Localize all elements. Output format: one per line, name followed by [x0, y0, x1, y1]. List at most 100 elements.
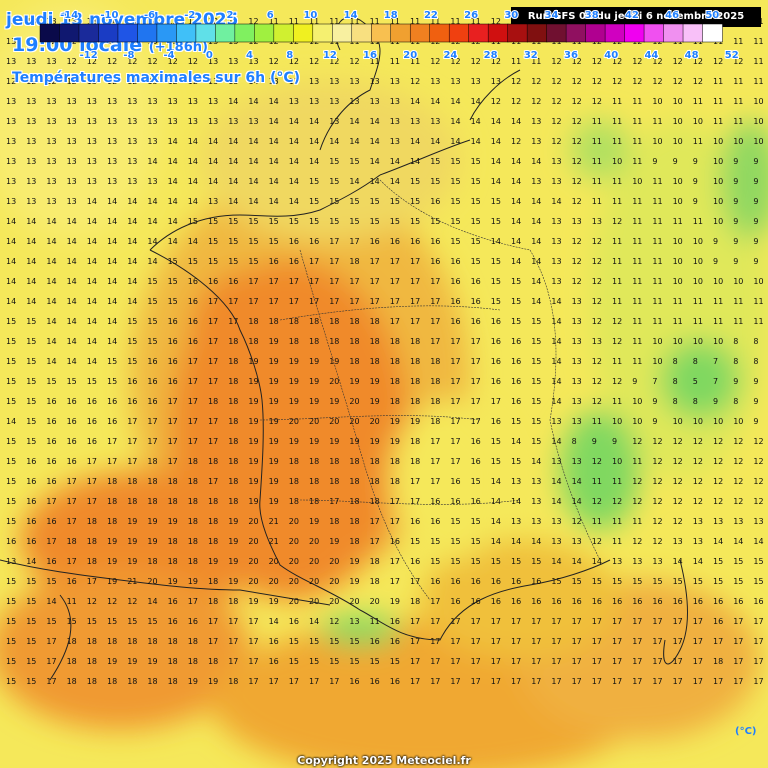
grid-value: 12 [329, 617, 339, 626]
grid-value: 15 [228, 237, 238, 246]
legend-tick-label: -12 [80, 50, 98, 61]
grid-value: 14 [67, 217, 77, 226]
grid-value: 18 [370, 317, 380, 326]
grid-value: 12 [673, 477, 683, 486]
grid-value: 11 [753, 297, 763, 306]
grid-value: 19 [370, 437, 380, 446]
legend-swatch [176, 23, 197, 43]
grid-value: 21 [269, 517, 279, 526]
grid-value: 13 [87, 137, 97, 146]
grid-value: 15 [471, 537, 481, 546]
grid-value: 19 [309, 397, 319, 406]
grid-value: 15 [491, 257, 501, 266]
grid-value: 18 [228, 417, 238, 426]
grid-value: 17 [471, 677, 481, 686]
grid-value: 15 [349, 197, 359, 206]
grid-value: 8 [572, 437, 577, 446]
grid-value: 13 [6, 157, 16, 166]
grid-value: 17 [430, 457, 440, 466]
grid-value: 18 [67, 637, 77, 646]
grid-value: 14 [67, 257, 77, 266]
grid-value: 18 [107, 637, 117, 646]
grid-value: 18 [329, 477, 339, 486]
grid-value: 14 [733, 537, 743, 546]
grid-value: 14 [107, 197, 117, 206]
grid-value: 20 [248, 557, 258, 566]
grid-value: 9 [733, 177, 738, 186]
grid-value: 14 [491, 497, 501, 506]
grid-value: 11 [632, 97, 642, 106]
legend-tick-label: 12 [323, 50, 337, 61]
grid-value: 15 [6, 577, 16, 586]
grid-value: 18 [410, 337, 420, 346]
grid-value: 19 [248, 357, 258, 366]
grid-value: 14 [168, 157, 178, 166]
grid-value: 12 [753, 497, 763, 506]
grid-value: 16 [390, 677, 400, 686]
grid-value: 15 [370, 217, 380, 226]
grid-value: 12 [652, 537, 662, 546]
grid-value: 12 [188, 57, 198, 66]
grid-value: 13 [46, 117, 56, 126]
grid-value: 13 [6, 197, 16, 206]
grid-value: 18 [349, 477, 359, 486]
grid-value: 14 [572, 497, 582, 506]
grid-value: 12 [309, 57, 319, 66]
grid-value: 15 [6, 357, 16, 366]
grid-value: 15 [511, 417, 521, 426]
grid-value: 14 [309, 137, 319, 146]
legend-swatch [448, 23, 470, 43]
grid-value: 13 [632, 557, 642, 566]
grid-value: 17 [491, 397, 501, 406]
grid-value: 17 [370, 257, 380, 266]
grid-value: 15 [6, 437, 16, 446]
grid-value: 15 [390, 657, 400, 666]
grid-value: 10 [612, 157, 622, 166]
grid-value: 14 [147, 197, 157, 206]
grid-value: 9 [753, 417, 758, 426]
grid-value: 12 [592, 277, 602, 286]
grid-value: 19 [309, 357, 319, 366]
grid-value: 15 [6, 617, 16, 626]
forecast-offset: (+186h) [148, 40, 208, 55]
legend-swatch [98, 23, 119, 43]
grid-value: 17 [329, 677, 339, 686]
grid-value: 13 [168, 17, 178, 26]
grid-value: 14 [390, 177, 400, 186]
grid-value: 15 [531, 357, 541, 366]
grid-value: 18 [188, 657, 198, 666]
grid-value: 18 [147, 497, 157, 506]
grid-value: 17 [450, 657, 460, 666]
grid-value: 13 [208, 197, 218, 206]
grid-value: 17 [370, 537, 380, 546]
grid-value: 15 [491, 297, 501, 306]
grid-value: 17 [572, 657, 582, 666]
grid-value: 10 [693, 417, 703, 426]
grid-value: 16 [289, 617, 299, 626]
grid-value: 14 [127, 257, 137, 266]
grid-value: 15 [309, 197, 319, 206]
grid-value: 12 [673, 497, 683, 506]
grid-value: 11 [632, 217, 642, 226]
grid-value: 16 [430, 497, 440, 506]
grid-value: 12 [491, 57, 501, 66]
grid-value: 12 [592, 257, 602, 266]
grid-value: 17 [652, 617, 662, 626]
grid-value: 11 [652, 197, 662, 206]
grid-value: 14 [46, 297, 56, 306]
grid-value: 14 [228, 157, 238, 166]
grid-value: 17 [248, 297, 258, 306]
grid-value: 14 [67, 337, 77, 346]
grid-value: 15 [410, 217, 420, 226]
grid-value: 15 [531, 397, 541, 406]
grid-value: 13 [107, 137, 117, 146]
legend-tick-label: 20 [403, 50, 417, 61]
grid-value: 13 [26, 137, 36, 146]
legend-tick-label: -2 [184, 10, 195, 21]
legend-swatch [409, 23, 431, 43]
grid-value: 13 [147, 97, 157, 106]
grid-value: 13 [531, 177, 541, 186]
grid-value: 19 [248, 457, 258, 466]
grid-value: 14 [511, 437, 521, 446]
